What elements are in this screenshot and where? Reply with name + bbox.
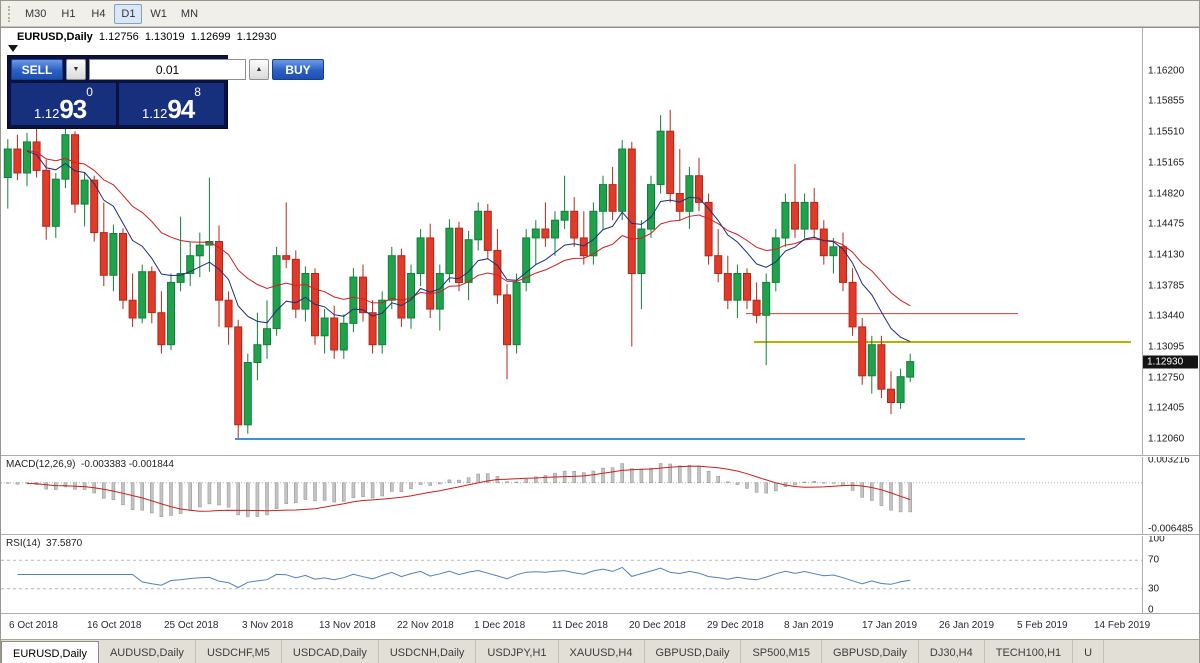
price-axis-label: 1.13785 xyxy=(1148,280,1185,291)
volume-increase-button[interactable]: ▲ xyxy=(249,59,269,80)
current-price-badge: 1.12930 xyxy=(1143,355,1198,369)
ohlc-open: 1.12756 xyxy=(98,31,139,43)
sell-price-sup: 0 xyxy=(86,85,93,99)
timeframe-button-h4[interactable]: H4 xyxy=(91,7,106,20)
pane-separator[interactable] xyxy=(1,455,1199,457)
price-axis-label: 1.15510 xyxy=(1148,126,1185,138)
timeframe-button-m30[interactable]: M30 xyxy=(25,7,47,20)
macd-chart xyxy=(1,463,1144,518)
buy-price-sup: 8 xyxy=(194,85,201,99)
date-axis-label: 25 Oct 2018 xyxy=(164,620,219,631)
price-chart-pane[interactable]: EURUSD,Daily 1.12756 1.13019 1.12699 1.1… xyxy=(1,28,1144,455)
date-axis-label: 14 Feb 2019 xyxy=(1094,620,1151,631)
chart-title: EURUSD,Daily 1.12756 1.13019 1.12699 1.1… xyxy=(17,31,276,43)
price-axis-label: 1.16200 xyxy=(1148,65,1185,77)
timeframe-button-d1[interactable]: D1 xyxy=(114,3,143,24)
chart-tab-1[interactable]: AUDUSD,Daily xyxy=(99,640,196,663)
date-axis-label: 16 Oct 2018 xyxy=(87,620,142,631)
buy-button[interactable]: BUY xyxy=(272,59,324,80)
price-axis-label: 1.15165 xyxy=(1148,157,1185,169)
sell-quote-box[interactable]: 1.12 93 0 xyxy=(11,83,116,125)
date-axis-label: 11 Dec 2018 xyxy=(552,620,608,631)
price-axis-label: 1.13440 xyxy=(1148,310,1185,322)
rsi-indicator-pane[interactable]: RSI(14) 37.5870 xyxy=(1,536,1144,613)
toolbar-grip-icon[interactable] xyxy=(8,5,12,22)
sell-button[interactable]: SELL xyxy=(11,59,63,80)
chart-tab-bar: EURUSD,Daily AUDUSD,Daily USDCHF,M5 USDCAD,… xyxy=(1,639,1199,663)
date-axis-label: 13 Nov 2018 xyxy=(319,620,376,631)
chart-tab-2[interactable]: USDCHF,M5 xyxy=(196,640,282,663)
one-click-collapse-icon[interactable] xyxy=(8,45,18,52)
one-click-trading-panel: SELL ▼ ▲ BUY 1.12 93 0 1.12 94 8 xyxy=(7,55,324,129)
volume-decrease-button[interactable]: ▼ xyxy=(66,59,86,80)
rsi-axis-label: 0 xyxy=(1148,604,1154,616)
sell-price-prefix: 1.12 xyxy=(34,106,60,121)
ohlc-low: 1.12699 xyxy=(190,31,231,43)
chart-tab-3[interactable]: USDCAD,Daily xyxy=(282,640,379,663)
pane-separator[interactable] xyxy=(1,613,1199,615)
chart-symbol-label: EURUSD,Daily xyxy=(17,31,93,43)
date-axis-label: 29 Dec 2018 xyxy=(707,620,764,631)
macd-label: MACD(12,26,9) -0.003383 -0.001844 xyxy=(6,459,174,470)
macd-axis-label: 0.003216 xyxy=(1148,454,1190,466)
chart-tab-6[interactable]: XAUUSD,H4 xyxy=(559,640,645,663)
buy-price-prefix: 1.12 xyxy=(142,106,168,121)
price-axis-label: 1.14475 xyxy=(1148,218,1185,230)
rsi-chart xyxy=(1,559,1144,590)
chart-tab-0[interactable]: EURUSD,Daily xyxy=(1,641,99,663)
ohlc-high: 1.13019 xyxy=(144,31,185,43)
date-axis-label: 5 Feb 2019 xyxy=(1017,620,1068,631)
price-axis-label: 1.12750 xyxy=(1148,372,1185,384)
timeframe-toolbar: M30 H1 H4 D1 W1 MN xyxy=(1,1,1199,27)
price-axis-label: 1.14130 xyxy=(1148,249,1185,261)
date-axis-label: 26 Jan 2019 xyxy=(939,620,995,631)
date-axis-label: 3 Nov 2018 xyxy=(242,620,294,631)
timeframe-button-mn[interactable]: MN xyxy=(180,7,199,20)
date-axis-label: 8 Jan 2019 xyxy=(784,620,834,631)
buy-quote-box[interactable]: 1.12 94 8 xyxy=(119,83,224,125)
price-axis-label: 1.14820 xyxy=(1148,188,1185,199)
volume-input[interactable] xyxy=(89,59,246,80)
ohlc-close: 1.12930 xyxy=(236,31,277,43)
rsi-axis-label: 30 xyxy=(1148,583,1160,595)
price-axis-label: 1.12060 xyxy=(1148,433,1185,445)
date-axis-label: 1 Dec 2018 xyxy=(474,620,526,631)
date-axis-label: 22 Nov 2018 xyxy=(397,620,454,631)
sell-price-big: 93 xyxy=(59,94,87,124)
macd-axis-label: -0.006485 xyxy=(1148,523,1194,535)
chart-tab-8[interactable]: SP500,M15 xyxy=(741,640,822,663)
chart-window: EURUSD,Daily 1.12756 1.13019 1.12699 1.1… xyxy=(1,27,1199,663)
macd-indicator-pane[interactable]: MACD(12,26,9) -0.003383 -0.001844 xyxy=(1,457,1144,534)
timeframe-button-h1[interactable]: H1 xyxy=(61,7,76,20)
date-axis-label: 20 Dec 2018 xyxy=(629,620,686,631)
rsi-label: RSI(14) 37.5870 xyxy=(6,538,83,549)
buy-price-big: 94 xyxy=(167,94,195,124)
chart-tab-10[interactable]: DJ30,H4 xyxy=(919,640,985,663)
rsi-axis-label: 70 xyxy=(1148,554,1160,566)
date-axis: 6 Oct 2018 16 Oct 2018 25 Oct 2018 3 Nov 20… xyxy=(1,615,1199,639)
date-axis-label: 17 Jan 2019 xyxy=(862,620,918,631)
price-axis-label: 1.15855 xyxy=(1148,95,1185,107)
timeframe-button-w1[interactable]: W1 xyxy=(150,7,167,20)
price-axis-label: 1.13095 xyxy=(1148,341,1185,353)
chart-tab-11[interactable]: TECH100,H1 xyxy=(985,640,1074,663)
price-axis: 1.16200 1.15855 1.15510 1.15165 1.14820 1.144… xyxy=(1142,28,1199,616)
price-axis-label: 1.12405 xyxy=(1148,402,1185,414)
date-axis-label: 6 Oct 2018 xyxy=(9,620,58,631)
chart-tab-4[interactable]: USDCNH,Daily xyxy=(379,640,477,663)
chart-tab-9[interactable]: GBPUSD,Daily xyxy=(822,640,919,663)
pane-separator[interactable] xyxy=(1,534,1199,536)
candlestick-chart[interactable] xyxy=(1,28,1144,455)
rsi-axis-label: 100 xyxy=(1148,533,1165,545)
chart-tab-5[interactable]: USDJPY,H1 xyxy=(476,640,559,663)
chart-tab-7[interactable]: GBPUSD,Daily xyxy=(645,640,742,663)
chart-tab-12[interactable]: U xyxy=(1073,640,1105,663)
